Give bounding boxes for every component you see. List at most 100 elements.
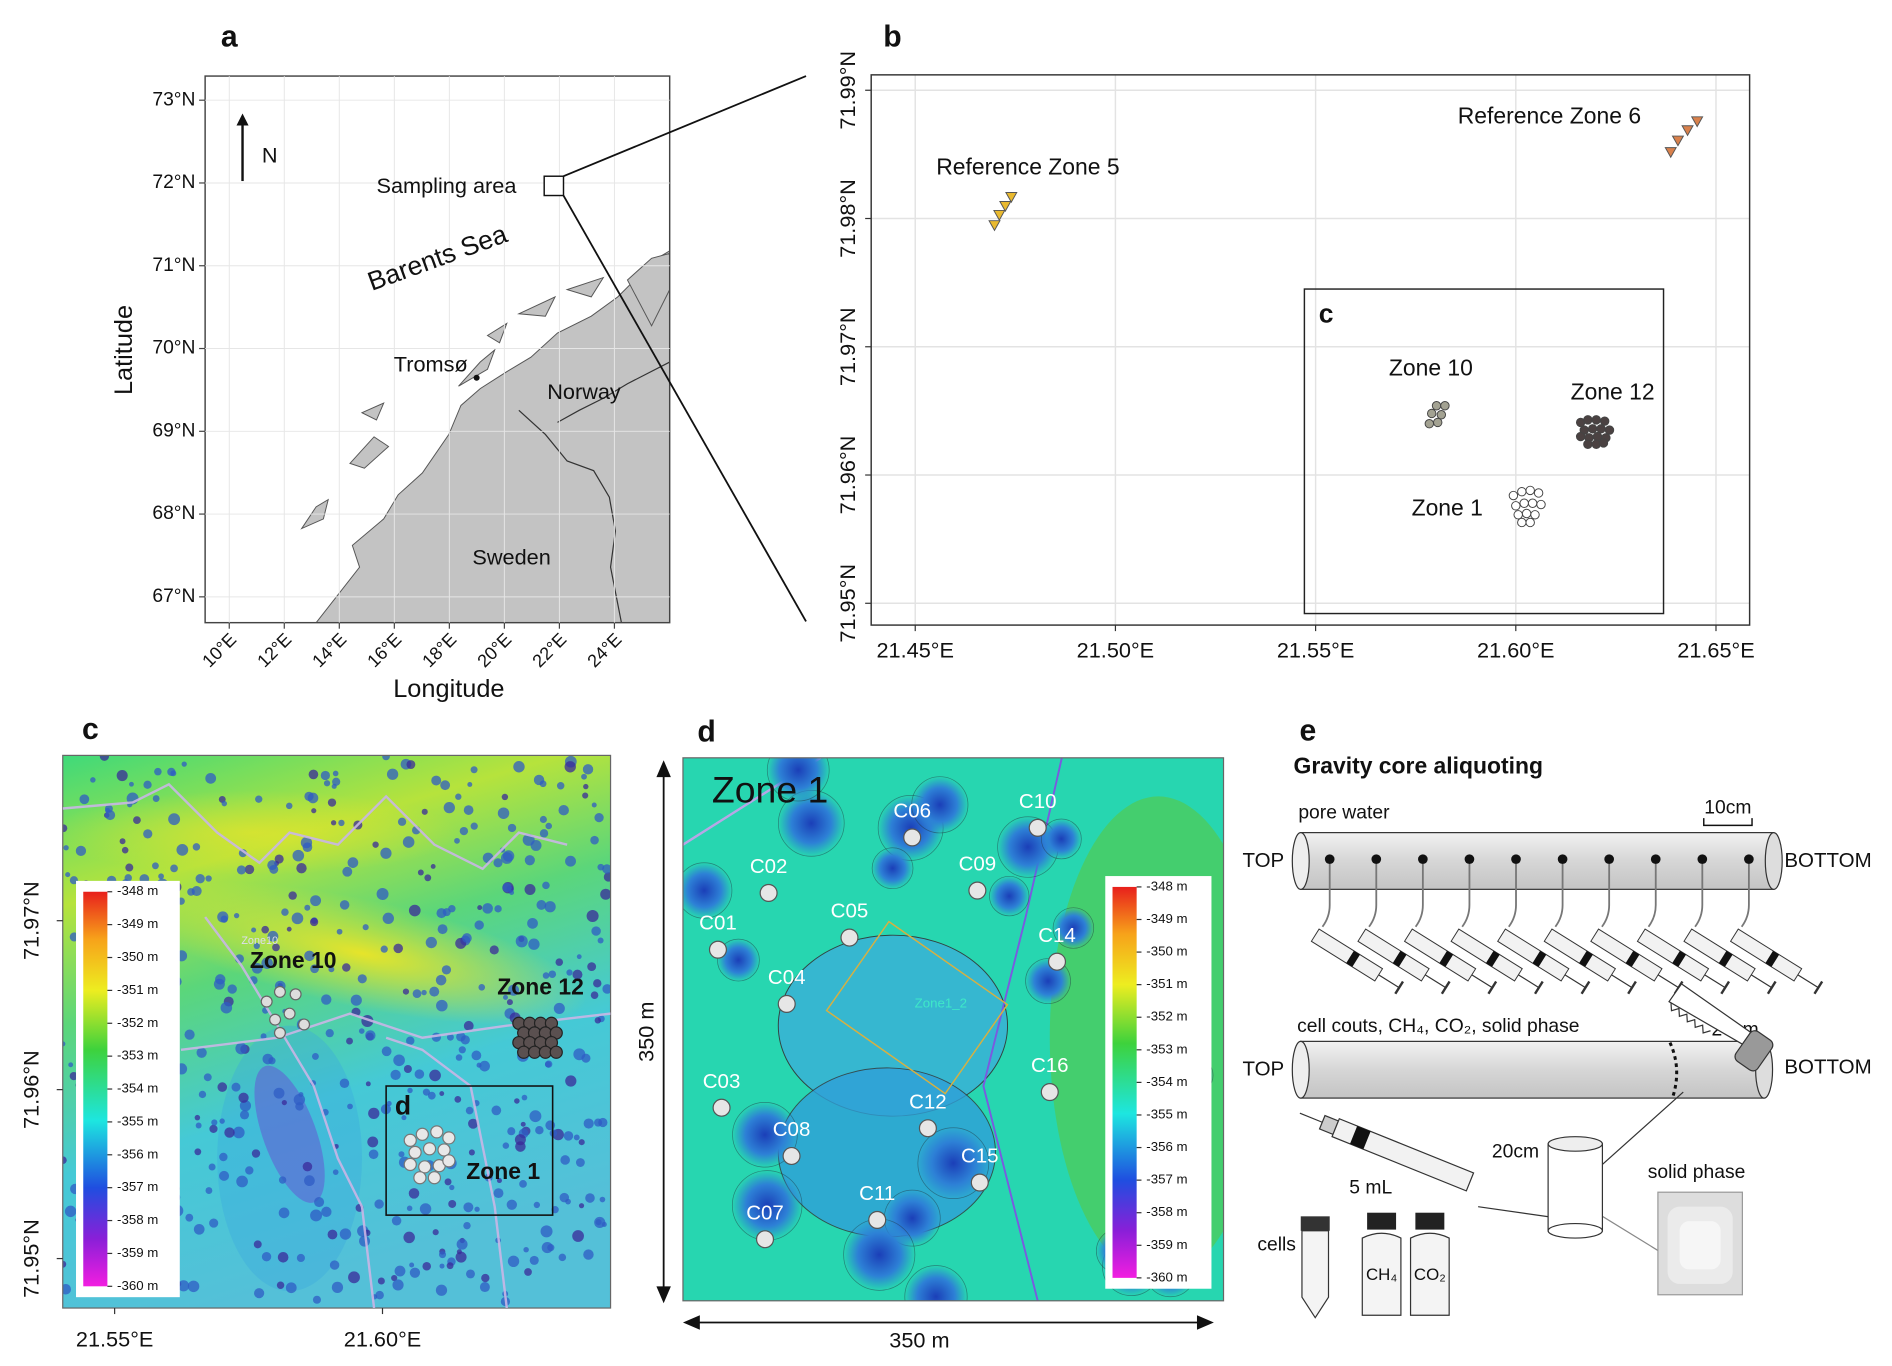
pockmark — [462, 933, 472, 943]
pockmark — [542, 972, 550, 979]
diagram-label: pore water — [1298, 802, 1390, 823]
country-label: Norway — [547, 379, 621, 404]
pockmark — [170, 864, 178, 873]
scale-label: 10cm — [1704, 798, 1751, 819]
plot-frame — [870, 74, 1751, 626]
pockmark — [327, 1229, 338, 1240]
colorbar-label: -351 m — [1146, 976, 1187, 991]
pockmark — [545, 1120, 556, 1131]
diagram-title: Gravity core aliquoting — [1294, 753, 1543, 779]
colorbar: -348 m -349 m -350 m -351 m -352 m -353 m -354… — [1105, 876, 1212, 1289]
pockmark — [1041, 818, 1082, 860]
pockmark — [104, 804, 113, 813]
pockmark — [591, 802, 597, 808]
point — [1587, 424, 1598, 434]
pockmark — [456, 1032, 466, 1042]
pockmark — [527, 917, 538, 929]
pockmark — [539, 829, 549, 838]
core-label: C12 — [909, 1090, 947, 1113]
x-tick-label: 20°E — [473, 629, 515, 671]
pockmark — [391, 1216, 402, 1226]
pockmark — [375, 1290, 384, 1300]
colorbar-label: -351 m — [117, 982, 158, 997]
barrel — [1543, 928, 1617, 982]
port — [1650, 854, 1661, 864]
rod — [1704, 974, 1726, 989]
pockmark — [236, 865, 246, 875]
pockmark — [328, 966, 335, 973]
pockmark — [261, 957, 273, 969]
y-tick-label: 71.95°N — [18, 1219, 43, 1298]
colorbar-label: -358 m — [1146, 1204, 1187, 1219]
site-marker — [442, 1131, 456, 1145]
point — [1664, 147, 1677, 159]
core-site — [782, 1146, 801, 1166]
pockmark — [184, 1029, 195, 1040]
pockmark — [429, 986, 440, 997]
pockmark — [602, 984, 611, 994]
syringes — [1310, 854, 1824, 995]
pockmark — [581, 773, 587, 780]
pockmark — [435, 974, 447, 986]
pockmark — [440, 780, 451, 791]
pockmark — [268, 1057, 276, 1065]
pockmark — [329, 1260, 340, 1270]
site-marker — [418, 1160, 432, 1174]
pockmark — [62, 824, 68, 833]
series-label: Reference Zone 5 — [936, 153, 1119, 179]
zone-label: Zone 10 — [250, 947, 337, 973]
inset-label: d — [395, 1091, 411, 1121]
pockmark — [143, 829, 153, 839]
vial — [1361, 1212, 1450, 1316]
rod — [1750, 974, 1773, 989]
pockmark — [446, 1262, 454, 1270]
map-annotation: Zone1_2 — [915, 995, 967, 1010]
point — [1599, 416, 1610, 426]
x-tick-label: 22°E — [528, 629, 570, 671]
grip — [1487, 980, 1498, 995]
pockmark — [467, 781, 473, 787]
pockmark — [181, 761, 187, 767]
pockmark — [602, 864, 611, 874]
pockmark — [381, 1046, 392, 1057]
x-tick-label: 21.45°E — [876, 637, 953, 662]
pockmark — [220, 1001, 233, 1014]
pockmark — [458, 1046, 466, 1054]
syringe — [1683, 928, 1777, 995]
pockmark — [565, 1075, 577, 1087]
pockmark — [465, 1106, 474, 1115]
y-tick-label: 69°N — [152, 420, 195, 441]
core-label: C08 — [773, 1118, 811, 1141]
site-marker — [298, 1018, 311, 1031]
colorbar-label: -349 m — [1146, 911, 1187, 926]
core-end-label: BOTTOM — [1784, 849, 1871, 872]
saw — [1668, 983, 1774, 1072]
point — [1604, 425, 1615, 435]
pockmark — [597, 863, 605, 871]
x-tick-label: 21.65°E — [1677, 637, 1754, 662]
y-tick-label: 71.96°N — [835, 436, 860, 515]
core-cylinder — [1291, 832, 1783, 890]
plunger — [1672, 950, 1687, 967]
pockmark — [325, 1029, 334, 1038]
colorbar-label: -352 m — [117, 1015, 158, 1030]
pockmark — [594, 1017, 602, 1024]
pockmark — [227, 984, 237, 994]
pockmark — [524, 1268, 532, 1276]
pockmark — [382, 912, 394, 925]
pockmark — [406, 1036, 415, 1045]
pockmark — [479, 1060, 490, 1072]
port — [1697, 854, 1708, 864]
pockmark — [309, 917, 319, 927]
colorbar-label: -359 m — [1146, 1237, 1187, 1252]
pockmark — [272, 943, 280, 952]
pockmark — [321, 994, 332, 1005]
pockmark — [455, 1054, 463, 1061]
point — [1598, 438, 1609, 448]
pockmark — [205, 772, 217, 784]
core-label: C06 — [893, 800, 931, 823]
diagram-label: cell couts, CH₄, CO₂, solid phase — [1297, 1016, 1579, 1037]
core-sites: C01 C02 C03 C04 C05 C06 C07 C08 C09 C10 C11 C12 C14 C… — [699, 790, 1076, 1249]
pockmark — [421, 808, 428, 815]
pockmark — [152, 795, 160, 802]
